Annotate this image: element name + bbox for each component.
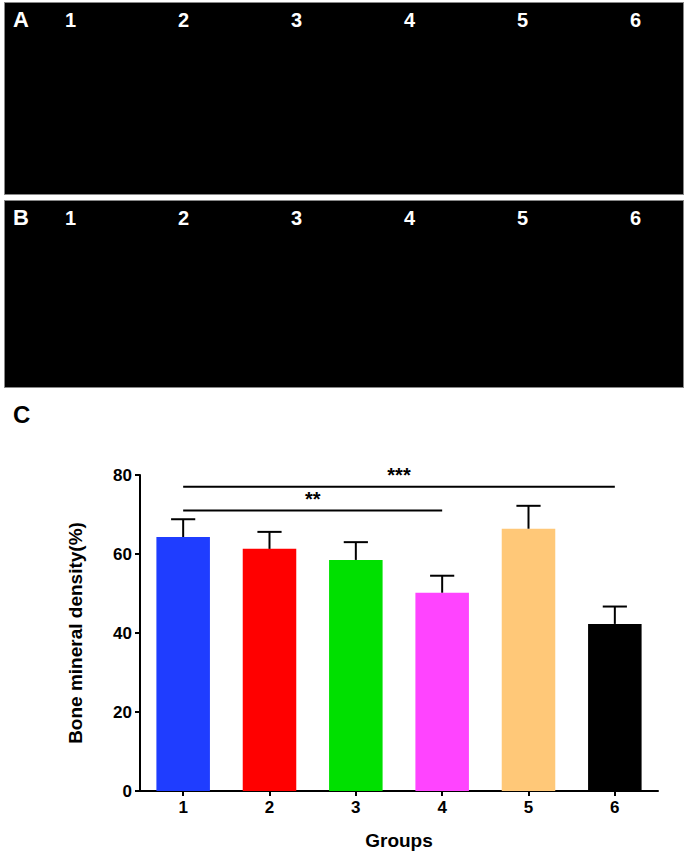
html-text:1: 1 [65, 9, 77, 31]
svg-text:40: 40 [113, 624, 132, 643]
svg-text:20: 20 [113, 703, 132, 722]
html-text:2: 2 [178, 9, 190, 31]
svg-text:0: 0 [123, 782, 132, 801]
svg-text:3: 3 [351, 798, 360, 817]
svg-text:**: ** [305, 488, 321, 510]
html-text:2: 2 [178, 207, 190, 229]
svg-text:2: 2 [265, 798, 274, 817]
svg-text:4: 4 [437, 798, 447, 817]
html-text:5: 5 [517, 207, 529, 229]
html-text:3: 3 [291, 207, 303, 229]
html-text:1: 1 [65, 207, 77, 229]
svg-text:***: *** [387, 464, 411, 486]
svg-text:5: 5 [524, 798, 533, 817]
svg-text:Groups: Groups [365, 830, 433, 851]
html-text:B: B [13, 205, 29, 230]
html-text:6: 6 [630, 9, 642, 31]
svg-text:C: C [13, 401, 30, 428]
html-text:6: 6 [630, 207, 642, 229]
html-text:5: 5 [517, 9, 529, 31]
svg-text:6: 6 [610, 798, 619, 817]
svg-text:Bone mineral density(%): Bone mineral density(%) [65, 522, 86, 744]
svg-text:1: 1 [178, 798, 187, 817]
html-text:4: 4 [404, 207, 416, 229]
html-text:4: 4 [404, 9, 416, 31]
svg-text:80: 80 [113, 466, 132, 485]
html-text:3: 3 [291, 9, 303, 31]
html-text:A: A [13, 7, 29, 32]
svg-text:60: 60 [113, 545, 132, 564]
